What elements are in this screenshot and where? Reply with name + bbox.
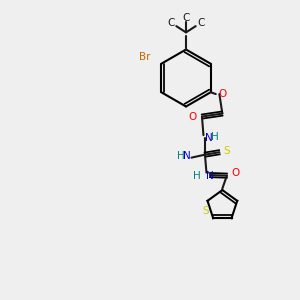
Text: O: O: [231, 168, 240, 178]
Text: N: N: [205, 133, 213, 142]
Text: H: H: [193, 171, 200, 181]
Text: C: C: [167, 18, 175, 28]
Text: O: O: [188, 112, 196, 122]
Text: O: O: [218, 89, 226, 99]
Text: S: S: [223, 146, 230, 156]
Text: C: C: [182, 13, 190, 23]
Text: S: S: [202, 206, 209, 216]
Text: Br: Br: [139, 52, 151, 62]
Text: N: N: [182, 151, 190, 161]
Text: C: C: [197, 18, 205, 28]
Text: H: H: [211, 132, 219, 142]
Text: N: N: [206, 171, 214, 181]
Text: H: H: [177, 151, 185, 161]
